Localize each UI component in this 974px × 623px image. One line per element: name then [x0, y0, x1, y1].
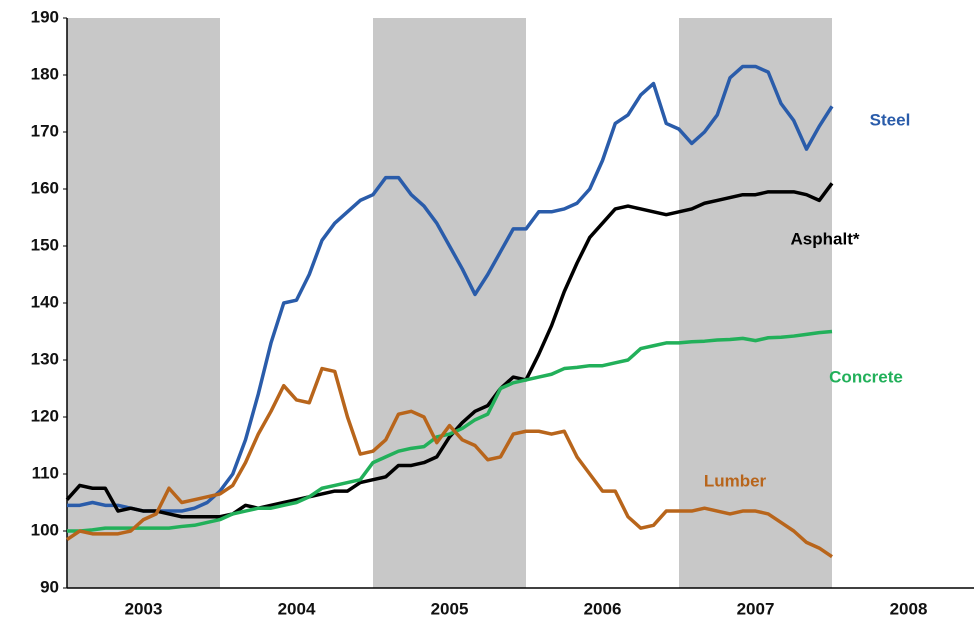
series-label: Steel [870, 110, 911, 129]
series-line [67, 329, 833, 533]
x-tick-label: 2006 [584, 599, 622, 618]
series-label: Concrete [829, 367, 903, 386]
x-tick-label: 2008 [890, 599, 928, 618]
year-shade [679, 18, 832, 588]
x-tick-label: 2004 [278, 599, 316, 618]
x-tick-label: 2007 [737, 599, 775, 618]
y-tick-label: 160 [31, 178, 59, 197]
year-shade [373, 18, 526, 588]
series-line [65, 182, 834, 519]
x-tick-label: 2003 [125, 599, 163, 618]
series-label: Lumber [704, 471, 767, 490]
y-tick-label: 120 [31, 406, 59, 425]
year-shade [67, 18, 220, 588]
y-tick-label: 170 [31, 121, 59, 140]
y-tick-label: 90 [40, 577, 59, 596]
y-tick-label: 190 [31, 7, 59, 26]
series-line [66, 366, 833, 559]
y-tick-label: 150 [31, 235, 59, 254]
y-tick-label: 130 [31, 349, 59, 368]
y-tick-label: 180 [31, 64, 59, 83]
y-tick-label: 140 [31, 292, 59, 311]
series-line [67, 64, 834, 513]
x-tick-label: 2005 [431, 599, 469, 618]
y-tick-label: 110 [32, 463, 59, 482]
series-label: Asphalt* [791, 229, 860, 248]
y-tick-label: 100 [31, 520, 59, 539]
